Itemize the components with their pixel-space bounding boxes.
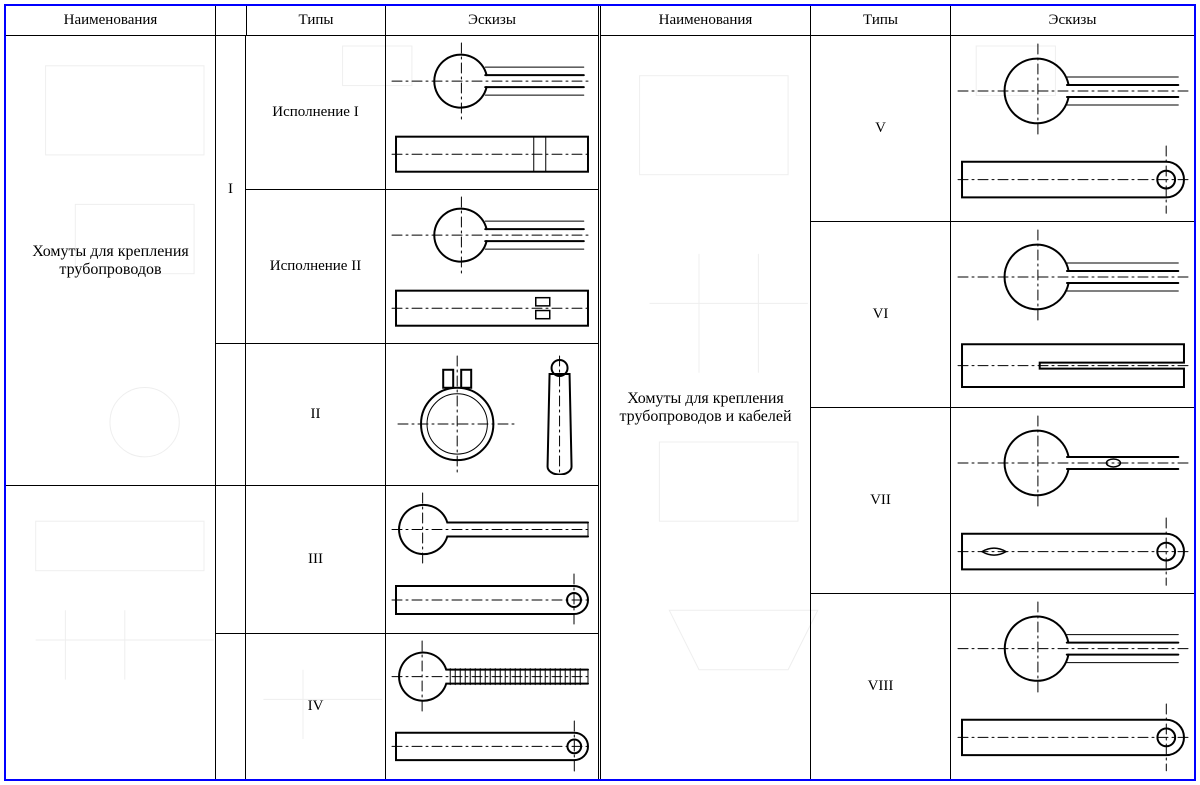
header-sketches: Эскизы <box>386 6 598 35</box>
inner-row: II <box>246 344 598 485</box>
header-row-left: Наименования Типы Эскизы <box>6 6 598 36</box>
type-cell: II <box>246 344 386 485</box>
sketch-cell <box>951 408 1194 593</box>
type-cell: V <box>811 36 951 221</box>
table-row: VI <box>811 222 1194 408</box>
name-column-right: Хомуты для крепления трубопроводов и каб… <box>601 36 811 779</box>
inner-row: VII <box>811 408 1194 593</box>
sketch-cell <box>386 344 598 485</box>
table-row: II <box>216 344 598 486</box>
sketch-cell <box>386 486 598 633</box>
table-left: Наименования Типы Эскизы Хомуты для креп… <box>6 6 601 779</box>
table-row: V <box>811 36 1194 222</box>
name-cell: Хомуты для крепления трубопроводов и каб… <box>601 36 810 779</box>
rows-column-right: V VI VII VIII <box>811 36 1194 779</box>
body-left: Хомуты для крепления трубопроводов IИспо… <box>6 36 598 779</box>
outer-type-cell <box>216 486 246 633</box>
sketch-cell <box>951 594 1194 779</box>
type-cell: IV <box>246 634 386 779</box>
inner-row: III <box>246 486 598 633</box>
name-cell <box>6 486 215 779</box>
header-row-right: Наименования Типы Эскизы <box>601 6 1194 36</box>
rows-column-left: IИсполнение I Исполнение II II <box>216 36 598 779</box>
table-row: VII <box>811 408 1194 594</box>
outer-type-cell <box>216 344 246 485</box>
table-row: III <box>216 486 598 634</box>
header-name: Наименования <box>601 6 811 35</box>
type-cell: Исполнение I <box>246 36 386 189</box>
inner-row: VI <box>811 222 1194 407</box>
document-frame: Наименования Типы Эскизы Хомуты для креп… <box>4 4 1196 781</box>
inner-row: VIII <box>811 594 1194 779</box>
table-right: Наименования Типы Эскизы Хомуты для креп… <box>601 6 1194 779</box>
table-row: VIII <box>811 594 1194 779</box>
type-cell: VII <box>811 408 951 593</box>
header-types: Типы <box>811 6 951 35</box>
inner-row: Исполнение II <box>246 190 598 343</box>
type-cell: III <box>246 486 386 633</box>
header-sketches: Эскизы <box>951 6 1194 35</box>
outer-type-cell: I <box>216 36 246 343</box>
header-name: Наименования <box>6 6 216 35</box>
body-right: Хомуты для крепления трубопроводов и каб… <box>601 36 1194 779</box>
inner-row: IV <box>246 634 598 779</box>
type-cell: VI <box>811 222 951 407</box>
name-column-left: Хомуты для крепления трубопроводов <box>6 36 216 779</box>
sketch-cell <box>386 190 598 343</box>
sketch-cell <box>951 222 1194 407</box>
header-types: Типы <box>246 6 386 35</box>
sketch-cell <box>951 36 1194 221</box>
outer-type-cell <box>216 634 246 779</box>
sketch-cell <box>386 36 598 189</box>
name-cell: Хомуты для крепления трубопроводов <box>6 36 215 486</box>
type-cell: VIII <box>811 594 951 779</box>
type-cell: Исполнение II <box>246 190 386 343</box>
sketch-cell <box>386 634 598 779</box>
table-row: IV <box>216 634 598 779</box>
inner-row: Исполнение I <box>246 36 598 190</box>
header-types-spacer <box>216 6 246 35</box>
table-row: IИсполнение I Исполнение II <box>216 36 598 344</box>
inner-row: V <box>811 36 1194 221</box>
